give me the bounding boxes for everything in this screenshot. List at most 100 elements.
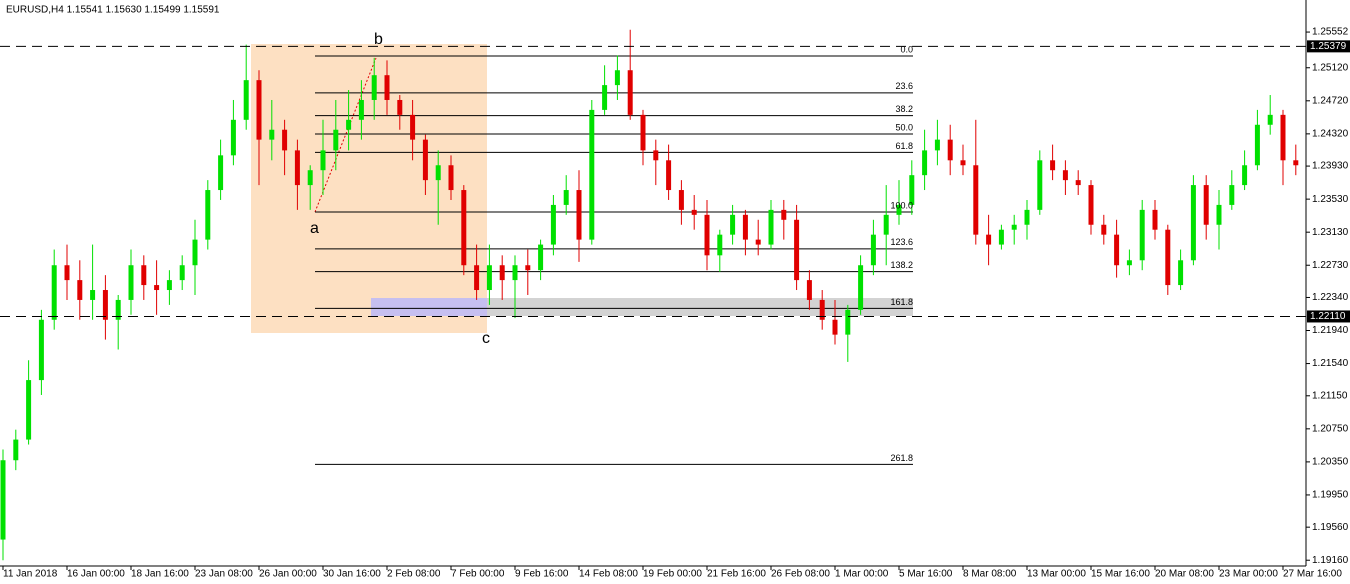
candle-body: [269, 129, 275, 140]
y-tick-label: 1.21150: [1312, 390, 1348, 401]
fib-label: 123.6: [890, 237, 913, 247]
candle-body: [1088, 185, 1094, 225]
candle-body: [38, 319, 44, 381]
candle-body: [909, 175, 915, 205]
fib-label: 61.8: [895, 141, 913, 151]
x-tick-label: 18 Jan 16:00: [131, 569, 189, 580]
candle-body: [128, 265, 134, 300]
y-tick-label: 1.24720: [1312, 95, 1349, 106]
candle-body: [435, 165, 441, 181]
candle-body: [115, 299, 121, 320]
candle-body: [230, 119, 236, 156]
candle-body: [282, 129, 288, 151]
candle-body: [870, 234, 876, 266]
fib-label: 50.0: [895, 122, 913, 132]
candle-body: [576, 190, 582, 240]
candle-body: [794, 219, 800, 281]
candle-body: [141, 265, 147, 286]
x-tick-label: 8 Mar 08:00: [963, 569, 1017, 580]
x-tick-label: 13 Mar 00:00: [1027, 569, 1086, 580]
candle-body: [1293, 160, 1299, 166]
candle-body: [819, 299, 825, 320]
candle-body: [998, 229, 1004, 245]
candle-body: [768, 209, 774, 245]
candle-body: [1280, 114, 1286, 161]
candle-body: [307, 170, 313, 186]
candle-body: [538, 244, 544, 271]
candle-body: [666, 160, 672, 191]
candle-body: [1254, 124, 1260, 166]
candle-body: [1075, 180, 1081, 186]
x-tick-label: 20 Mar 08:00: [1155, 569, 1214, 580]
zone-box: [371, 298, 913, 316]
candle-body: [243, 80, 249, 120]
candle-body: [806, 280, 812, 300]
candle-body: [614, 70, 620, 86]
price-label: 1.25379: [1310, 41, 1347, 52]
candle-body: [883, 214, 889, 235]
candle-body: [486, 265, 492, 291]
range-box: [251, 44, 487, 333]
candle-body: [422, 139, 428, 181]
candle-body: [320, 150, 326, 171]
x-tick-label: 2 Feb 08:00: [387, 569, 441, 580]
candle-body: [102, 290, 108, 320]
annotation: b: [374, 31, 383, 48]
candle-body: [1242, 165, 1248, 186]
y-tick-label: 1.23930: [1312, 161, 1349, 172]
x-tick-label: 1 Mar 00:00: [835, 569, 889, 580]
candle-body: [717, 234, 723, 256]
price-label-box: [1307, 40, 1350, 53]
candle-body: [653, 150, 659, 161]
x-tick-label: 15 Mar 16:00: [1091, 569, 1150, 580]
candle-body: [218, 155, 224, 191]
y-tick-label: 1.22730: [1312, 260, 1349, 271]
candle-body: [858, 265, 864, 310]
candle-body: [179, 265, 185, 281]
x-tick-label: 7 Feb 00:00: [451, 569, 505, 580]
candle-body: [589, 109, 595, 240]
y-tick-label: 1.21540: [1312, 358, 1349, 369]
candle-body: [704, 214, 710, 256]
candle-body: [371, 75, 377, 100]
x-tick-label: 26 Jan 00:00: [259, 569, 317, 580]
fib-label: 38.2: [895, 104, 913, 114]
y-tick-label: 1.20750: [1312, 423, 1349, 434]
y-tick-label: 1.24320: [1312, 128, 1349, 139]
x-tick-label: 5 Mar 16:00: [899, 569, 953, 580]
fib-label: 138.2: [890, 260, 913, 270]
candle-body: [691, 209, 697, 215]
candle-body: [1126, 260, 1132, 266]
candle-body: [1011, 224, 1017, 230]
x-tick-label: 23 Mar 00:00: [1219, 569, 1278, 580]
candle-body: [90, 290, 96, 300]
candle-body: [154, 285, 160, 291]
candle-body: [922, 150, 928, 176]
candle-body: [973, 165, 979, 235]
candle-body: [1190, 185, 1196, 261]
candle-body: [1062, 170, 1068, 181]
candle-body: [627, 70, 633, 115]
candle-body: [934, 139, 940, 151]
candle-body: [512, 265, 518, 281]
candle-body: [256, 80, 262, 140]
candle-body: [1050, 160, 1056, 171]
candle-body: [960, 160, 966, 166]
y-tick-label: 1.25552: [1312, 27, 1349, 38]
y-tick-label: 1.22340: [1312, 292, 1349, 303]
candle-body: [448, 165, 454, 191]
y-tick-label: 1.21940: [1312, 325, 1349, 336]
candle-body: [0, 460, 6, 540]
y-tick-label: 1.19160: [1312, 555, 1349, 566]
candle-body: [1267, 114, 1273, 125]
candle-body: [166, 280, 172, 291]
zone-overlap-box: [371, 298, 487, 316]
plot: [0, 29, 1299, 561]
x-tick-label: 26 Feb 08:00: [771, 569, 830, 580]
y-tick-label: 1.20350: [1312, 457, 1349, 468]
x-tick-label: 9 Feb 16:00: [515, 569, 569, 580]
candle-body: [410, 114, 416, 140]
x-tick-label: 27 Mar 16:00: [1283, 569, 1342, 580]
x-tick-label: 30 Jan 16:00: [323, 569, 381, 580]
